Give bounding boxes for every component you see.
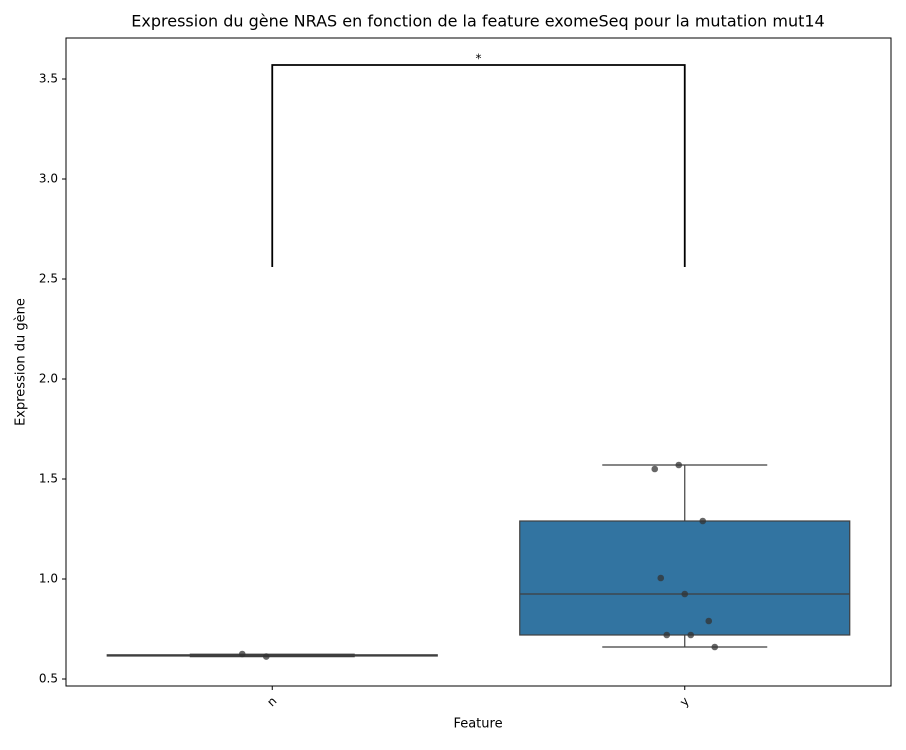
chart-title: Expression du gène NRAS en fonction de l… bbox=[131, 12, 824, 31]
data-point bbox=[699, 517, 707, 525]
data-point bbox=[711, 643, 719, 651]
plot-frame bbox=[65, 37, 892, 687]
y-tick-label: 0.5 bbox=[39, 672, 58, 686]
data-point bbox=[262, 653, 270, 660]
data-point bbox=[705, 617, 713, 625]
data-point bbox=[651, 465, 659, 473]
box bbox=[519, 520, 851, 636]
data-point bbox=[681, 590, 689, 598]
x-tick-label: y bbox=[677, 694, 692, 709]
y-axis-label: Expression du gène bbox=[14, 298, 29, 426]
data-point bbox=[687, 631, 695, 639]
y-tick-label: 2.0 bbox=[39, 372, 58, 386]
data-point bbox=[657, 574, 665, 582]
x-tick-label: n bbox=[264, 694, 279, 709]
y-tick-label: 3.5 bbox=[39, 72, 58, 86]
y-tick-label: 1.5 bbox=[39, 472, 58, 486]
data-point bbox=[675, 461, 683, 469]
significance-label: * bbox=[476, 52, 482, 66]
data-point bbox=[238, 650, 246, 658]
y-tick-label: 3.0 bbox=[39, 172, 58, 186]
data-point bbox=[663, 631, 671, 639]
y-tick-label: 1.0 bbox=[39, 572, 58, 586]
x-axis-label: Feature bbox=[453, 717, 502, 732]
significance-bracket bbox=[271, 64, 686, 267]
y-tick-label: 2.5 bbox=[39, 272, 58, 286]
